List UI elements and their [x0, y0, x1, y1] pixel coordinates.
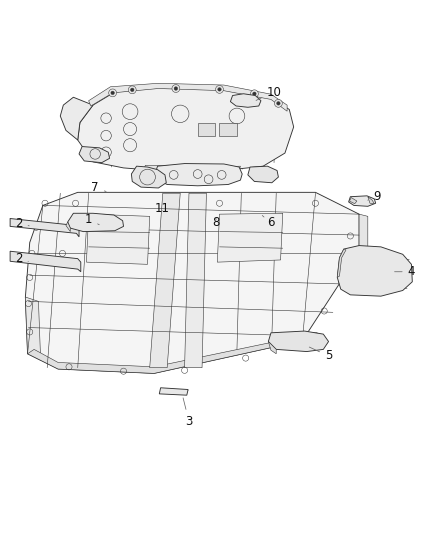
- Text: 10: 10: [255, 85, 281, 100]
- Circle shape: [130, 88, 134, 92]
- Polygon shape: [143, 165, 169, 172]
- Text: 4: 4: [394, 265, 414, 278]
- Circle shape: [172, 85, 180, 92]
- Polygon shape: [219, 123, 237, 135]
- Polygon shape: [159, 388, 187, 395]
- Polygon shape: [367, 197, 374, 204]
- Circle shape: [111, 91, 114, 95]
- Polygon shape: [88, 83, 286, 111]
- Polygon shape: [215, 166, 240, 172]
- Polygon shape: [336, 246, 411, 296]
- Polygon shape: [79, 147, 110, 163]
- Circle shape: [174, 87, 177, 90]
- Circle shape: [252, 92, 255, 95]
- Polygon shape: [28, 334, 311, 374]
- Polygon shape: [10, 219, 79, 237]
- Circle shape: [274, 100, 282, 107]
- Polygon shape: [268, 331, 328, 352]
- Text: 2: 2: [15, 252, 28, 265]
- Polygon shape: [230, 94, 260, 107]
- Circle shape: [128, 86, 136, 94]
- Text: 9: 9: [367, 190, 380, 203]
- Circle shape: [217, 87, 221, 91]
- Circle shape: [109, 89, 116, 97]
- Circle shape: [215, 85, 223, 93]
- Polygon shape: [197, 123, 215, 135]
- Polygon shape: [268, 342, 276, 354]
- Polygon shape: [155, 164, 242, 186]
- Polygon shape: [149, 193, 180, 368]
- Polygon shape: [358, 214, 367, 256]
- Text: 8: 8: [212, 216, 219, 229]
- Polygon shape: [78, 87, 293, 172]
- Polygon shape: [25, 297, 41, 360]
- Polygon shape: [349, 198, 356, 204]
- Polygon shape: [25, 192, 358, 374]
- Polygon shape: [60, 97, 93, 140]
- Polygon shape: [86, 214, 149, 264]
- Polygon shape: [336, 249, 345, 277]
- Polygon shape: [217, 213, 282, 262]
- Text: 5: 5: [308, 347, 332, 362]
- Polygon shape: [66, 222, 70, 232]
- Text: 3: 3: [183, 398, 192, 428]
- Circle shape: [276, 102, 279, 105]
- Polygon shape: [131, 166, 166, 188]
- Polygon shape: [348, 196, 375, 206]
- Polygon shape: [184, 193, 206, 368]
- Text: 6: 6: [261, 215, 274, 229]
- Polygon shape: [247, 166, 278, 183]
- Text: 1: 1: [85, 213, 99, 226]
- Polygon shape: [10, 251, 81, 272]
- Polygon shape: [67, 213, 123, 232]
- Text: 2: 2: [15, 217, 29, 230]
- Text: 11: 11: [154, 201, 169, 215]
- Text: 7: 7: [91, 181, 106, 195]
- Circle shape: [250, 90, 258, 98]
